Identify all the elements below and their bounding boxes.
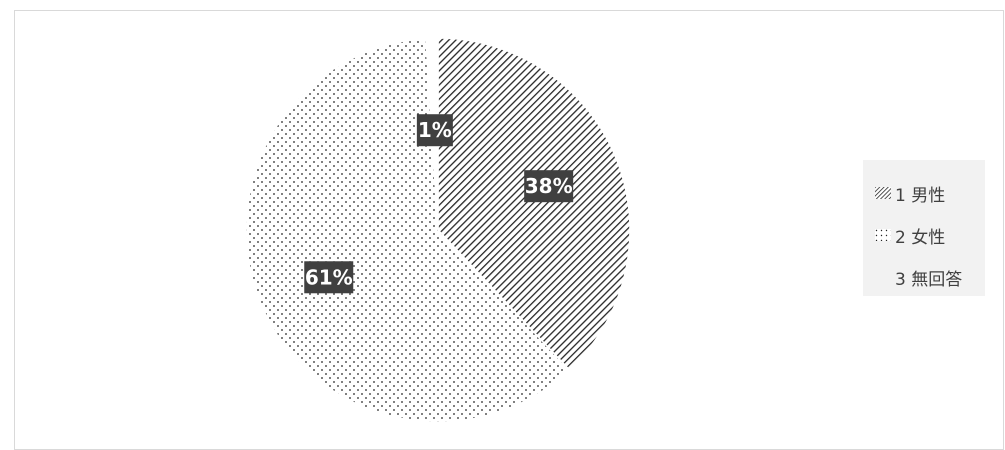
data-label-box [524,170,574,203]
legend-item: 3 無回答 [863,256,985,298]
data-label-text: 61% [305,265,353,289]
legend: 1 男性 2 女性 3 無回答 [863,160,985,296]
data-label: 61% [304,261,354,294]
slice-female [245,37,571,423]
legend-item: 2 女性 [863,214,985,256]
data-label: 1% [416,114,453,147]
legend-label: 1 男性 [895,185,946,206]
data-label-box [416,114,453,147]
hatch-swatch-icon [875,187,891,199]
data-label: 38% [524,170,574,203]
legend-label: 3 無回答 [895,269,963,290]
data-label-box [304,261,354,294]
blank-swatch-icon [875,271,891,283]
slice-male [437,37,631,372]
legend-item: 1 男性 [863,172,985,214]
data-label-text: 1% [418,118,452,142]
dots-swatch-icon [875,229,891,241]
data-label-text: 38% [525,174,573,198]
legend-label: 2 女性 [895,227,946,248]
